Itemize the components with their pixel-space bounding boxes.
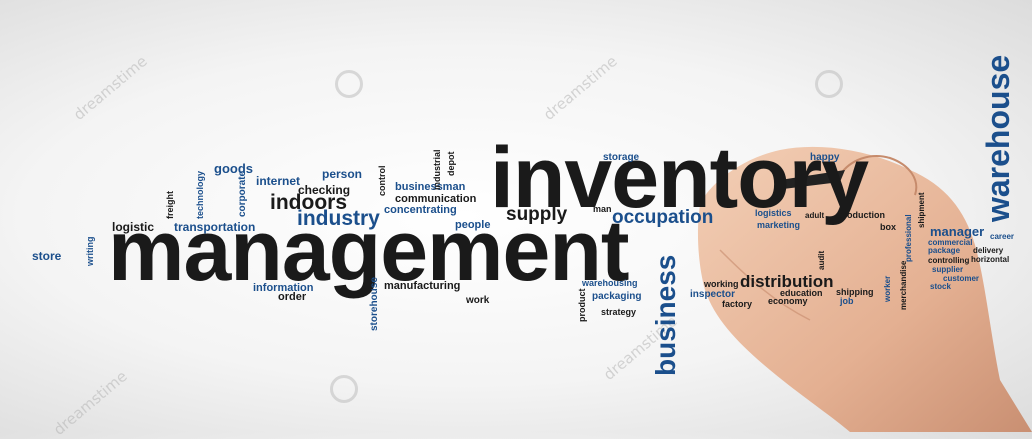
word-worker: worker [883, 275, 892, 302]
word-warehousing: warehousing [582, 278, 638, 288]
word-logistics: logistics [755, 208, 792, 218]
word-goods: goods [214, 161, 253, 176]
word-work: work [466, 295, 490, 306]
word-communication: communication [395, 193, 477, 205]
word-technology: technology [195, 170, 205, 219]
word-people: people [455, 219, 491, 231]
word-supplier: supplier [932, 265, 964, 274]
word-logistic: logistic [112, 220, 155, 234]
word-corporate: corporate [237, 170, 248, 217]
word-store: store [32, 249, 62, 263]
word-delivery: delivery [973, 246, 1004, 255]
word-person: person [322, 167, 363, 181]
word-adult: adult [805, 211, 825, 220]
word-career: career [990, 232, 1015, 241]
word-merchandise: merchandise [899, 260, 908, 310]
word-commercial: commercial [928, 238, 973, 247]
word-internet: internet [256, 174, 301, 188]
word-happy: happy [810, 152, 840, 163]
word-professional: professional [904, 214, 913, 262]
word-production: production [838, 210, 885, 220]
word-man: man [593, 204, 612, 214]
word-business: business [650, 254, 681, 376]
word-occupation: occupation [612, 207, 714, 228]
word-strategy: strategy [601, 307, 637, 317]
word-controlling: controlling [928, 256, 970, 265]
word-horizontal: horizontal [971, 255, 1010, 264]
word-marketing: marketing [757, 220, 801, 230]
word-concentrating: concentrating [384, 204, 457, 216]
watermark-logo [330, 375, 358, 403]
word-freight: freight [165, 191, 175, 219]
word-education: education [780, 288, 823, 298]
word-manufacturing: manufacturing [384, 280, 461, 292]
word-customer: customer [943, 274, 980, 283]
word-distribution: distribution [740, 272, 834, 291]
word-job: job [840, 296, 854, 306]
word-packaging: packaging [592, 291, 642, 302]
word-businessman: businessman [395, 181, 466, 193]
word-information: information [253, 282, 314, 294]
word-storage: storage [603, 152, 640, 163]
word-management: management [108, 203, 629, 299]
word-manager: manager [930, 224, 985, 239]
word-package: package [928, 246, 961, 255]
watermark-logo [335, 70, 363, 98]
word-audit: audit [817, 250, 826, 270]
word-factory: factory [722, 299, 753, 309]
word-control: control [377, 165, 387, 197]
word-inspector: inspector [690, 289, 736, 300]
word-shipping: shipping [836, 287, 874, 297]
word-transportation: transportation [174, 220, 256, 234]
word-checking: checking [298, 183, 351, 197]
word-economy: economy [768, 296, 808, 306]
word-order: order [278, 291, 307, 303]
word-storehouse: storehouse [369, 277, 380, 331]
word-industrial: industrial [432, 149, 442, 190]
word-writing: writing [85, 236, 95, 267]
word-supply: supply [506, 204, 568, 225]
word-product: product [577, 288, 587, 323]
word-indoors: indoors [270, 191, 347, 214]
word-shipment: shipment [917, 192, 926, 228]
word-stock: stock [930, 282, 951, 291]
word-depot: depot [446, 151, 456, 177]
word-box: box [880, 222, 897, 232]
word-inventory: inventory [490, 130, 869, 226]
word-industry: industry [297, 207, 380, 230]
word-warehouse: warehouse [980, 54, 1016, 222]
watermark-logo [815, 70, 843, 98]
word-working: working [704, 279, 739, 289]
